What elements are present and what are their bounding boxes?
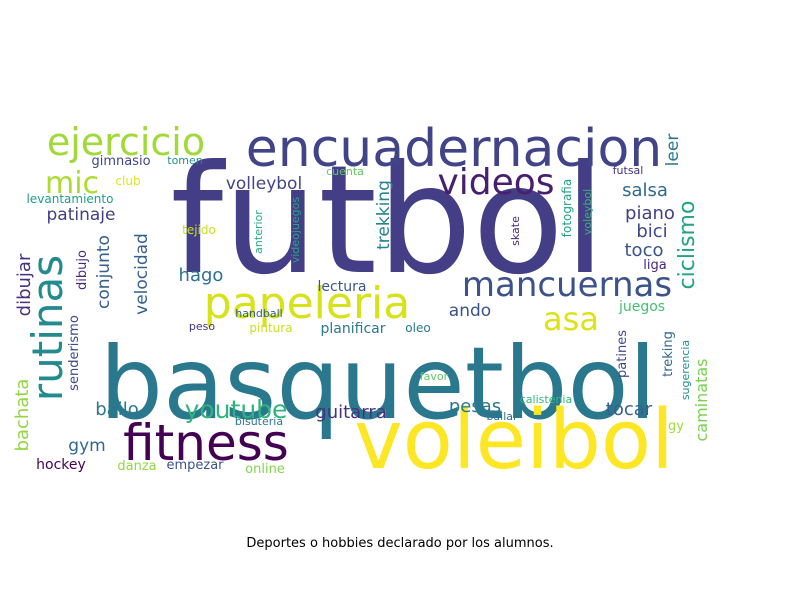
word-oleo: oleo xyxy=(405,321,430,335)
word-treking: treking xyxy=(661,331,676,377)
word-voleybol: voleybol xyxy=(581,189,594,235)
word-bailo: bailo xyxy=(95,399,138,420)
word-tomen: tomen xyxy=(167,154,203,167)
word-dibujo: dibujo xyxy=(75,250,90,290)
word-videojuegos: videojuegos xyxy=(289,197,302,264)
word-velocidad: velocidad xyxy=(132,233,152,315)
word-levantamiento: levantamiento xyxy=(27,192,114,206)
word-senderismo: senderismo xyxy=(67,315,82,391)
word-volleybol: volleybol xyxy=(226,174,302,194)
word-ando: ando xyxy=(449,301,491,321)
word-tejido: tejido xyxy=(182,223,216,237)
word-peso: peso xyxy=(189,320,215,333)
word-calistenia: calistenia xyxy=(520,393,572,406)
word-bachata: bachata xyxy=(12,379,33,452)
word-encuadernacion: encuadernacion xyxy=(246,119,662,179)
word-ciclismo: ciclismo xyxy=(675,201,700,290)
word-bici: bici xyxy=(636,221,667,242)
word-hago: hago xyxy=(179,265,224,286)
word-anterior: anterior xyxy=(252,210,265,254)
word-fotografia: fotografia xyxy=(560,179,574,237)
word-voleibol: voleibol xyxy=(354,393,674,488)
word-guitarra: guitarra xyxy=(315,402,386,423)
word-papeleria: papeleria xyxy=(204,278,410,329)
word-ejercicio: ejercicio xyxy=(47,120,205,164)
word-videos: videos xyxy=(437,162,554,203)
word-club: club xyxy=(115,174,140,188)
word-rutinas: rutinas xyxy=(23,255,72,401)
word-liga: liga xyxy=(643,258,666,273)
word-salsa: salsa xyxy=(622,180,668,201)
word-piano: piano xyxy=(625,203,675,224)
word-handball: handball xyxy=(235,307,283,320)
word-sugerencia: sugerencia xyxy=(679,340,692,400)
word-hockey: hockey xyxy=(36,457,86,473)
word-gimnasio: gimnasio xyxy=(91,154,150,169)
word-tocar: tocar xyxy=(606,399,653,420)
word-patines: patines xyxy=(615,330,630,378)
word-planificar: planificar xyxy=(321,321,386,337)
word-futsal: futsal xyxy=(613,164,644,177)
word-fitness: fitness xyxy=(123,414,289,472)
word-toco: toco xyxy=(625,240,664,261)
word-mic: mic xyxy=(45,166,99,201)
word-gym: gym xyxy=(68,436,105,456)
word-danza: danza xyxy=(117,459,156,474)
word-caminatas: caminatas xyxy=(692,359,711,442)
word-pesas: pesas xyxy=(449,396,501,417)
word-basquetbol: basquetbol xyxy=(100,325,657,442)
word-asa: asa xyxy=(543,300,599,338)
word-bisuteria: bisuteria xyxy=(235,415,283,428)
figure-caption: Deportes o hobbies declarado por los alu… xyxy=(246,536,554,551)
word-skate: skate xyxy=(509,216,522,246)
word-mancuernas: mancuernas xyxy=(462,265,672,305)
word-bailar: bailar xyxy=(486,410,518,423)
word-cuenta: cuenta xyxy=(326,165,364,178)
word-trekking: trekking xyxy=(374,180,394,250)
word-leer: leer xyxy=(663,134,683,167)
word-dibujar: dibujar xyxy=(14,253,35,316)
word-empezar: empezar xyxy=(166,458,224,473)
word-patinaje: patinaje xyxy=(47,205,116,225)
word-lectura: lectura xyxy=(318,279,367,295)
word-futbol: futbol xyxy=(170,134,605,308)
word-favor: favor xyxy=(420,370,449,383)
word-juegos: juegos xyxy=(618,299,665,315)
word-youtube: youtube xyxy=(185,395,288,424)
word-conjunto: conjunto xyxy=(94,235,114,309)
word-gy: gy xyxy=(668,419,684,434)
word-pintura: pintura xyxy=(249,321,292,335)
word-online: online xyxy=(245,462,285,477)
